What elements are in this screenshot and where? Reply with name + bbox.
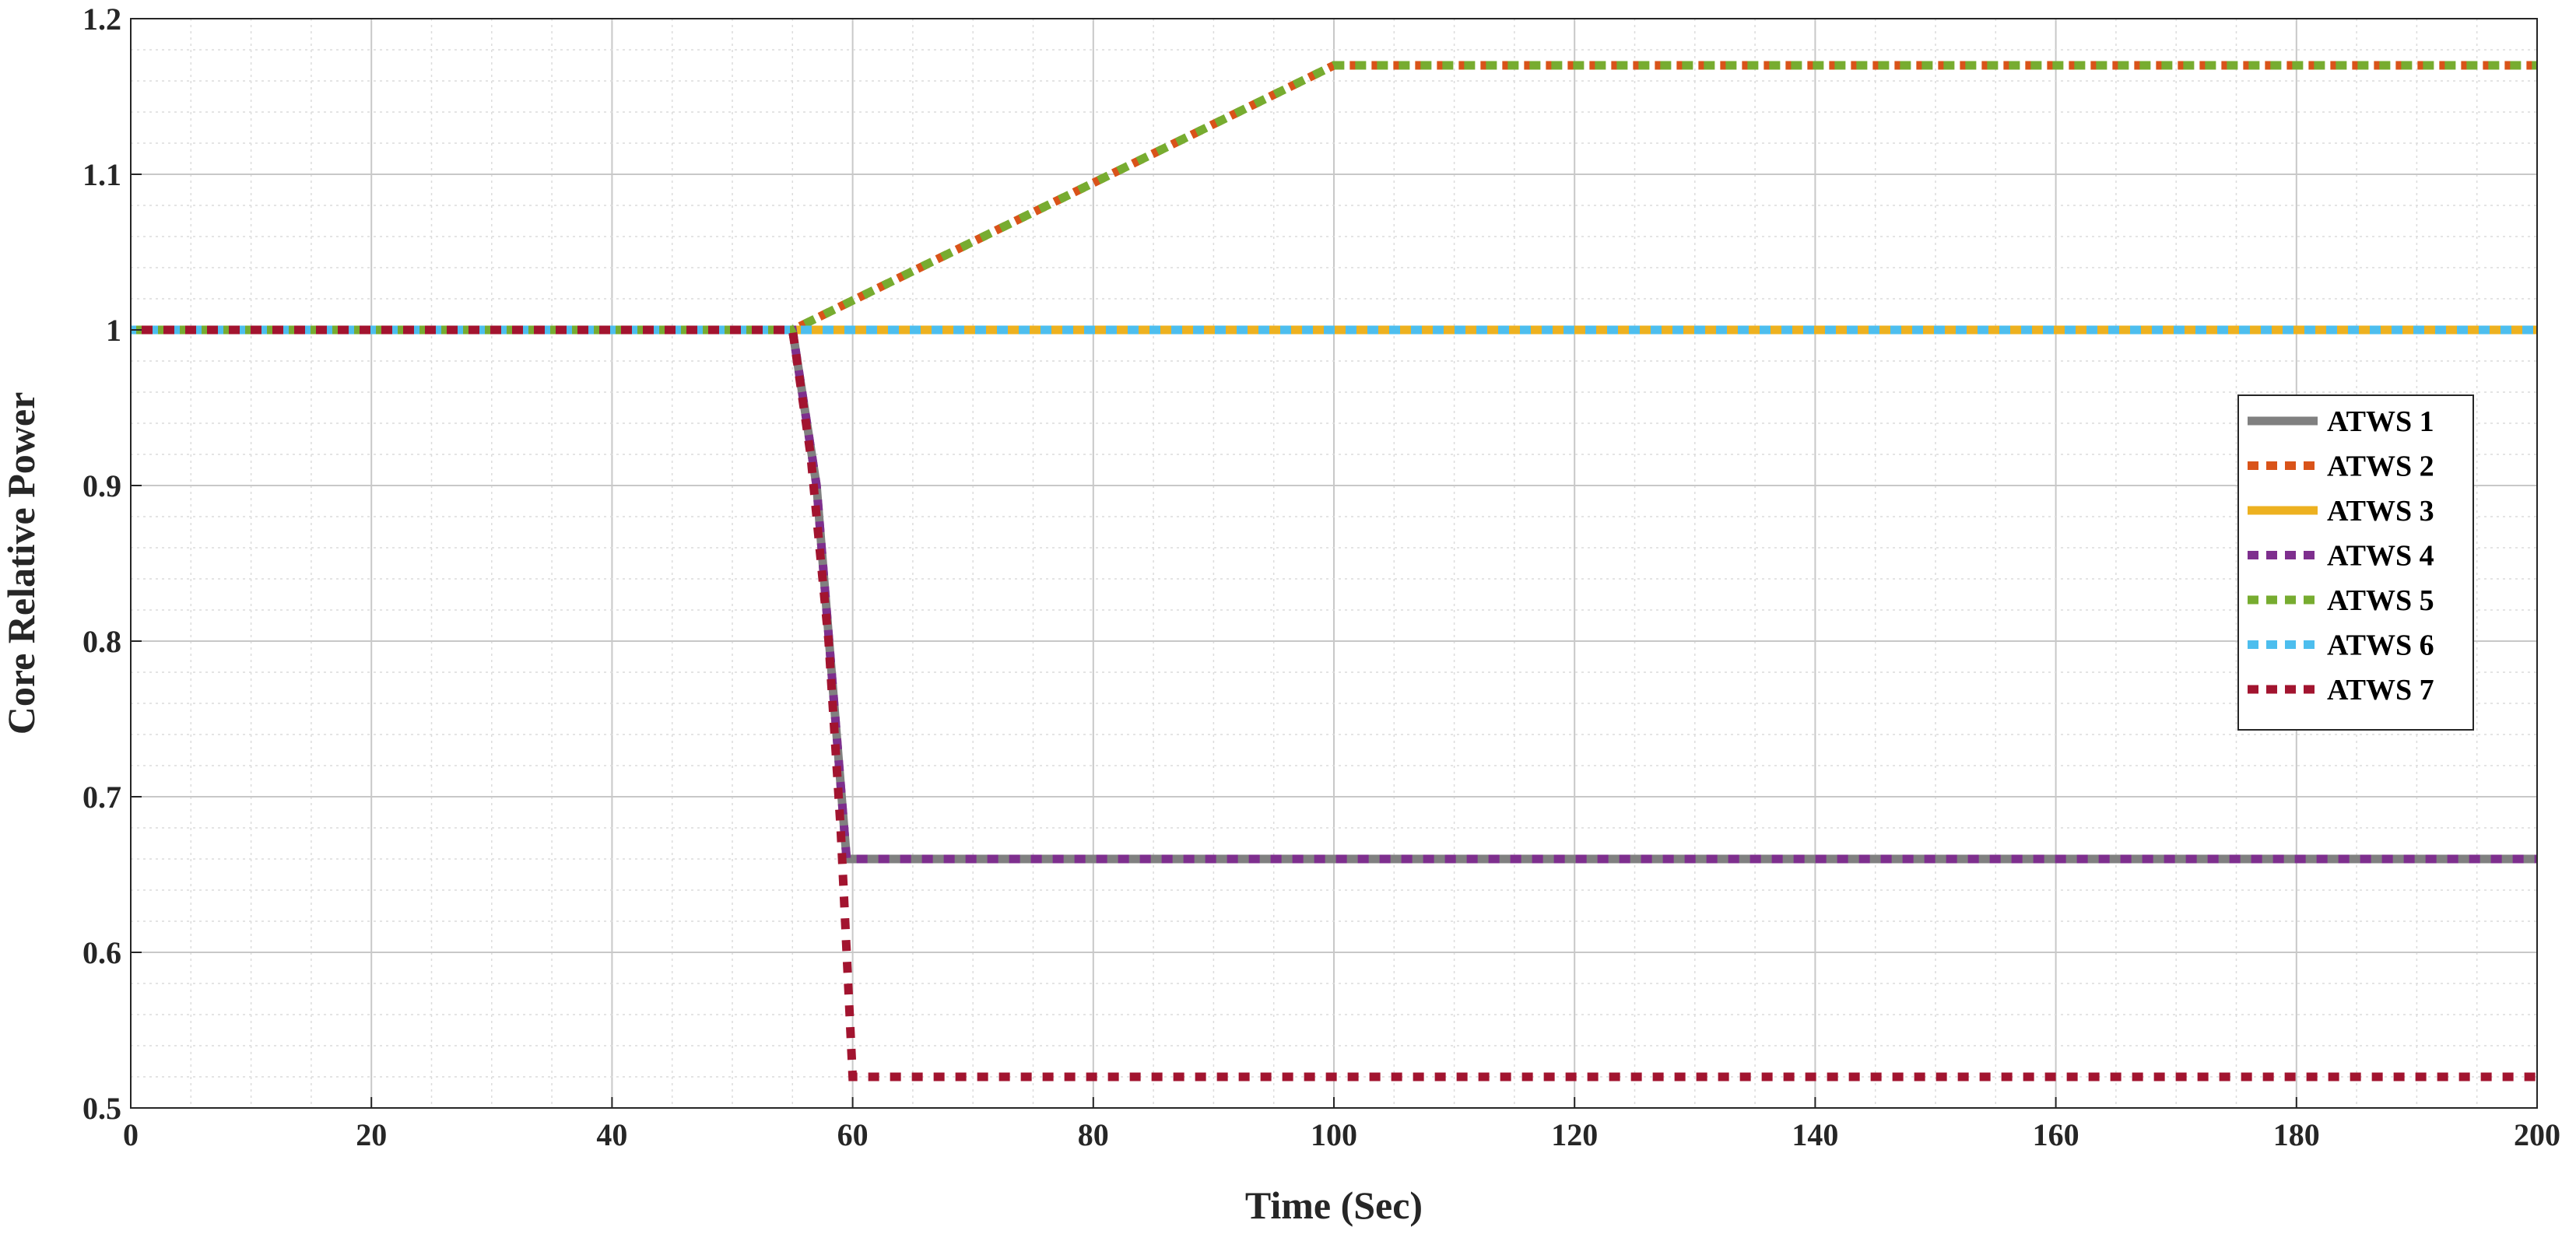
y-axis-label: Core Relative Power bbox=[0, 392, 43, 735]
x-tick-label: 200 bbox=[2514, 1117, 2560, 1152]
legend-label-5: ATWS 5 bbox=[2327, 584, 2434, 617]
x-axis-ticks: 0 20 40 60 80 100 120 140 160 180 200 bbox=[123, 1097, 2560, 1152]
legend-label-7: ATWS 7 bbox=[2327, 674, 2434, 706]
legend-label-4: ATWS 4 bbox=[2327, 540, 2434, 573]
y-tick-label: 0.9 bbox=[82, 468, 121, 503]
x-tick-label: 80 bbox=[1078, 1117, 1109, 1152]
x-axis-label: Time (Sec) bbox=[1245, 1183, 1423, 1227]
y-tick-label: 1 bbox=[106, 313, 121, 348]
y-tick-label: 0.8 bbox=[82, 624, 121, 659]
series-line-7 bbox=[131, 325, 2537, 1082]
grid bbox=[131, 19, 2537, 1108]
y-axis-ticks: 0.5 0.6 0.7 0.8 0.9 1 1.1 1.2 bbox=[82, 2, 142, 1126]
x-tick-label: 120 bbox=[1551, 1117, 1598, 1152]
x-tick-label: 100 bbox=[1311, 1117, 1357, 1152]
legend: ATWS 1 ATWS 2 ATWS 3 ATWS 4 ATWS 5 ATWS 6 ATWS… bbox=[2237, 394, 2474, 731]
y-tick-label: 1.2 bbox=[82, 2, 121, 37]
y-tick-label: 0.5 bbox=[82, 1091, 121, 1126]
series-lines bbox=[131, 61, 2537, 1082]
x-tick-label: 0 bbox=[123, 1117, 139, 1152]
x-tick-label: 160 bbox=[2033, 1117, 2079, 1152]
x-tick-label: 20 bbox=[356, 1117, 387, 1152]
legend-label-6: ATWS 6 bbox=[2327, 629, 2434, 662]
legend-label-3: ATWS 3 bbox=[2327, 495, 2434, 528]
x-tick-label: 180 bbox=[2273, 1117, 2320, 1152]
x-tick-label: 60 bbox=[837, 1117, 869, 1152]
legend-label-1: ATWS 1 bbox=[2327, 405, 2434, 438]
legend-label-2: ATWS 2 bbox=[2327, 450, 2434, 483]
x-tick-label: 140 bbox=[1792, 1117, 1838, 1152]
legend-box bbox=[2237, 394, 2474, 731]
y-tick-label: 0.7 bbox=[82, 780, 121, 815]
y-tick-label: 0.6 bbox=[82, 935, 121, 970]
x-tick-label: 40 bbox=[596, 1117, 627, 1152]
y-tick-label: 1.1 bbox=[82, 157, 121, 192]
